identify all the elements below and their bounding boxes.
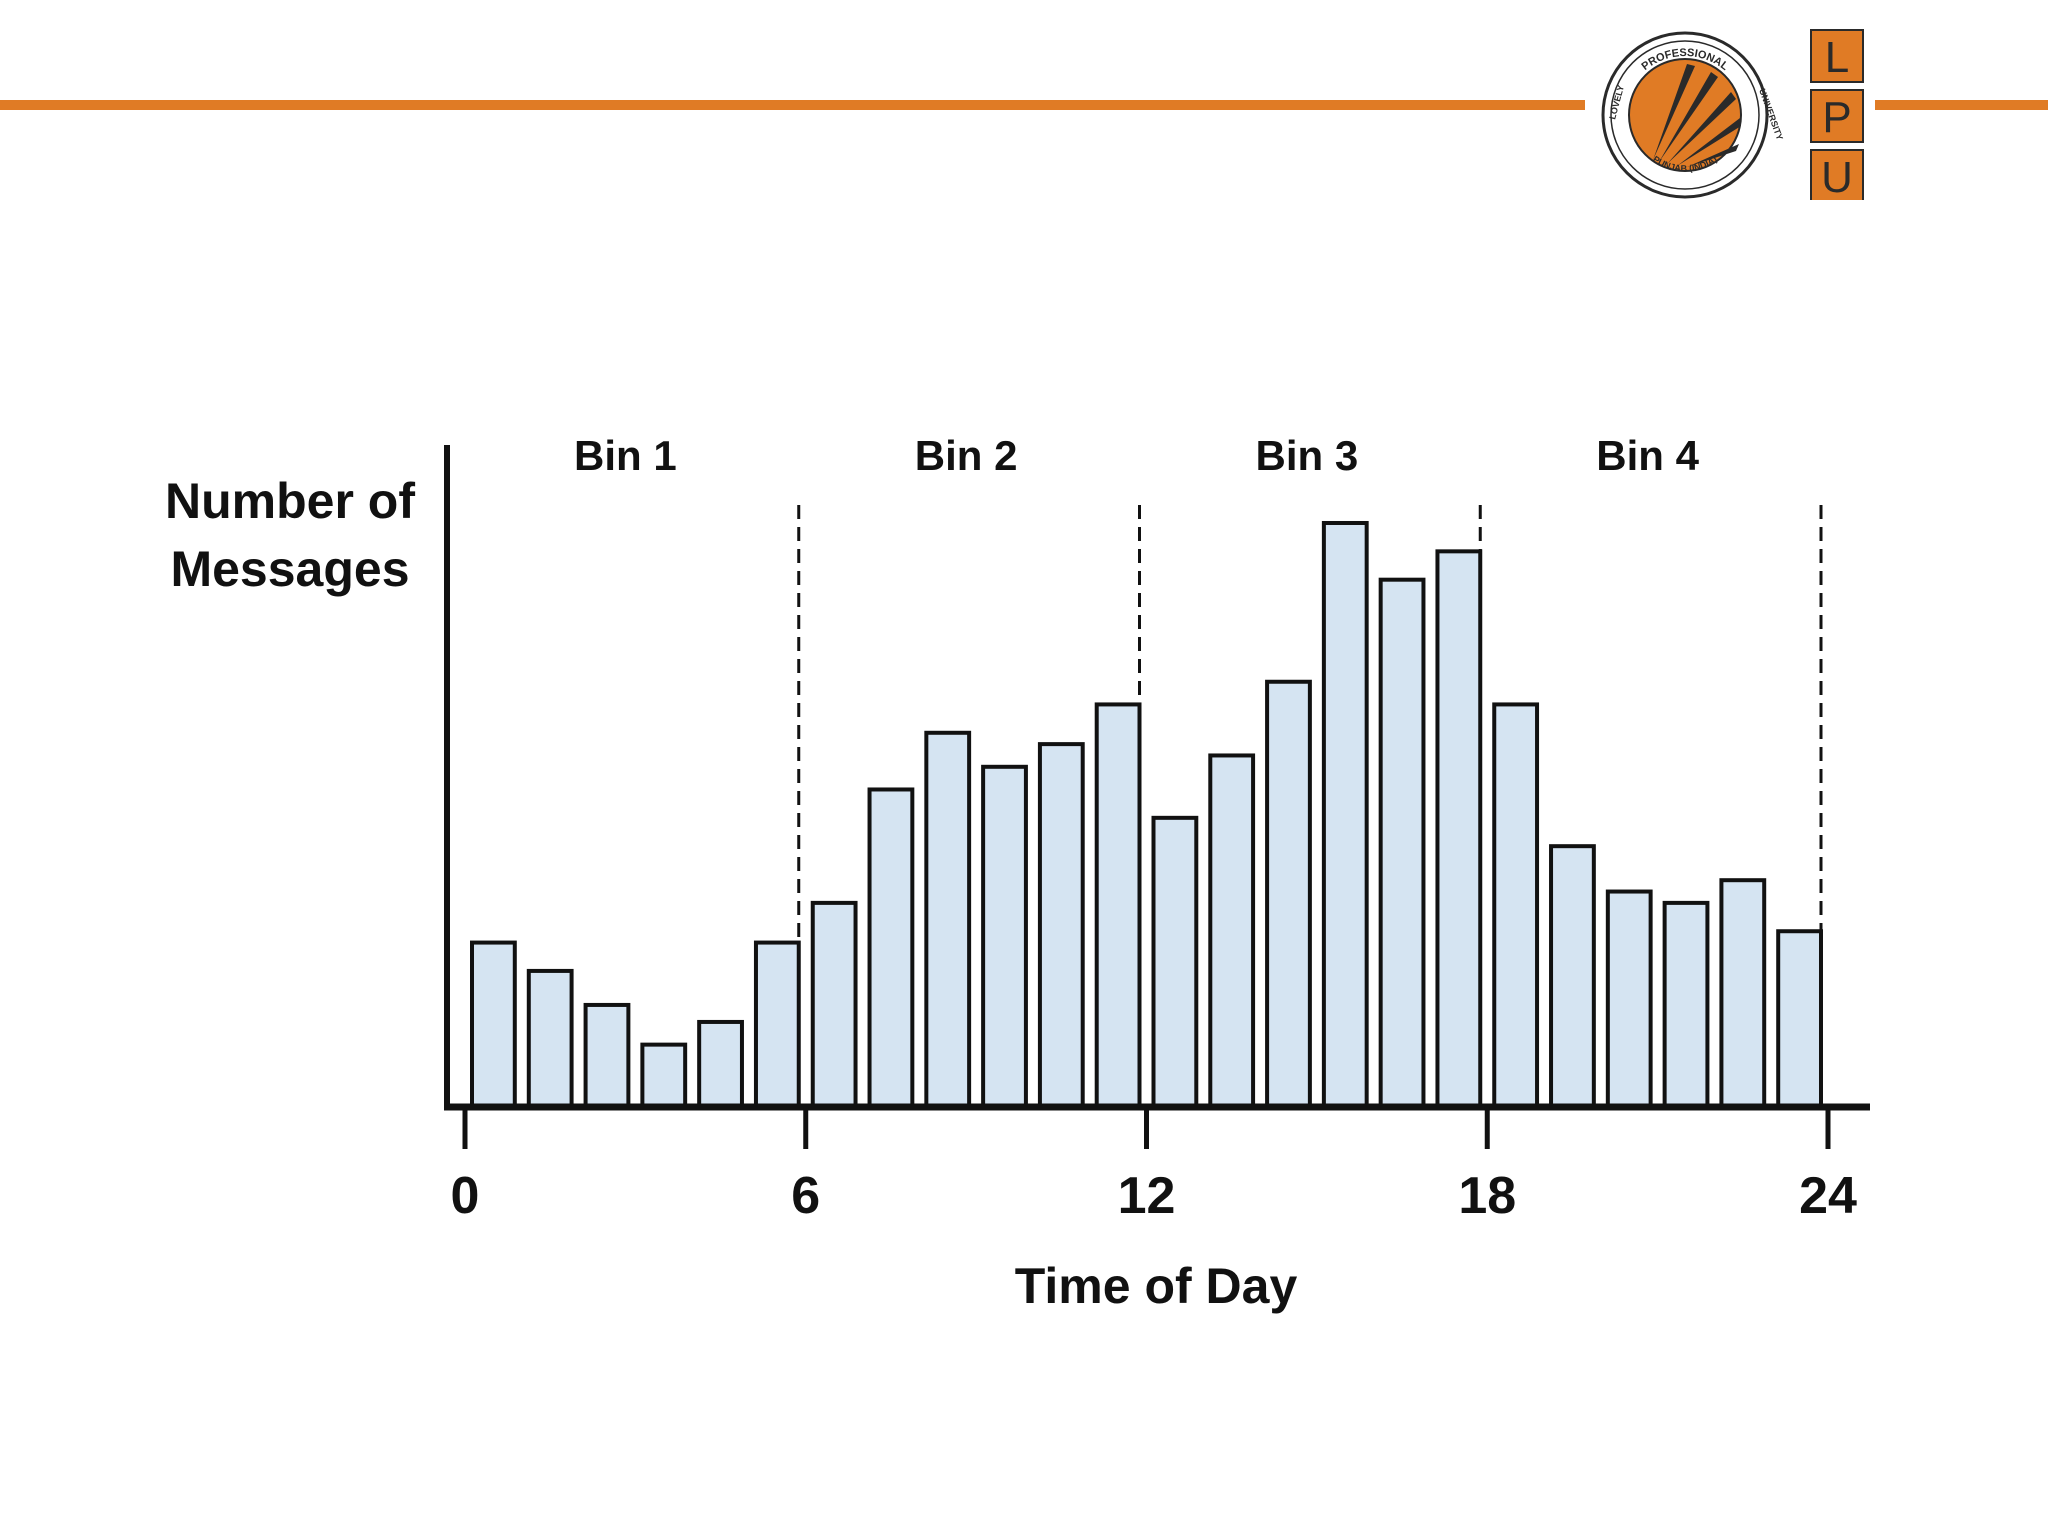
bars-layer (470, 520, 1824, 1110)
x-tick-label-12: 12 (1118, 1167, 1176, 1225)
logo-letter-u: U (1821, 153, 1853, 200)
lpu-letters: L P U (1810, 29, 1864, 200)
bar-hour-16 (1378, 577, 1426, 1109)
bar-hour-14 (1265, 679, 1312, 1109)
logo-letter-l: L (1825, 33, 1849, 82)
bar-hour-8 (924, 730, 972, 1110)
bin-label-1: Bin 1 (574, 432, 677, 479)
x-tick-label-24: 24 (1799, 1167, 1857, 1225)
logo-letter-p: P (1822, 93, 1851, 142)
bar-hour-6 (810, 900, 858, 1109)
bin-label-3: Bin 3 (1256, 432, 1359, 479)
x-ticks: 0 6 12 18 24 (451, 1107, 1857, 1225)
bar-hour-10 (1037, 742, 1085, 1109)
bar-hour-19 (1549, 844, 1596, 1109)
bin-label-2: Bin 2 (915, 432, 1018, 479)
bar-hour-0 (470, 940, 517, 1109)
lpu-logo: PROFESSIONAL LOVELY UNIVERSITY PUNJAB (I… (1601, 29, 1864, 200)
bar-hour-5 (753, 940, 801, 1109)
bin-label-4: Bin 4 (1596, 432, 1699, 479)
bar-hour-2 (583, 1002, 631, 1109)
header-rule-right (1875, 100, 2048, 110)
bar-hour-13 (1208, 753, 1256, 1110)
bar-hour-1 (526, 968, 574, 1109)
bar-hour-9 (981, 764, 1028, 1109)
y-axis-label-line1: Number of (165, 473, 415, 529)
bar-hour-21 (1662, 900, 1710, 1109)
bar-hour-17 (1435, 549, 1483, 1109)
bin-dividers (797, 505, 1823, 1107)
x-tick-label-18: 18 (1458, 1167, 1516, 1225)
bar-hour-18 (1492, 702, 1540, 1109)
bar-hour-12 (1151, 815, 1199, 1110)
x-tick-label-6: 6 (791, 1167, 820, 1225)
header-rule-left (0, 100, 1585, 110)
bar-hour-4 (697, 1019, 744, 1110)
bar-hour-22 (1719, 878, 1767, 1110)
x-axis-label: Time of Day (1015, 1258, 1298, 1314)
bar-hour-20 (1605, 889, 1653, 1109)
bar-hour-11 (1094, 702, 1142, 1109)
bar-hour-15 (1321, 520, 1369, 1109)
bar-hour-3 (640, 1042, 688, 1110)
bar-hour-7 (867, 787, 915, 1109)
bar-hour-23 (1776, 929, 1824, 1109)
bin-labels: Bin 1 Bin 2 Bin 3 Bin 4 (574, 432, 1700, 479)
seal-icon: PROFESSIONAL LOVELY UNIVERSITY PUNJAB (I… (1601, 31, 1785, 199)
x-tick-label-0: 0 (451, 1167, 480, 1225)
y-axis-label-line2: Messages (170, 541, 409, 597)
